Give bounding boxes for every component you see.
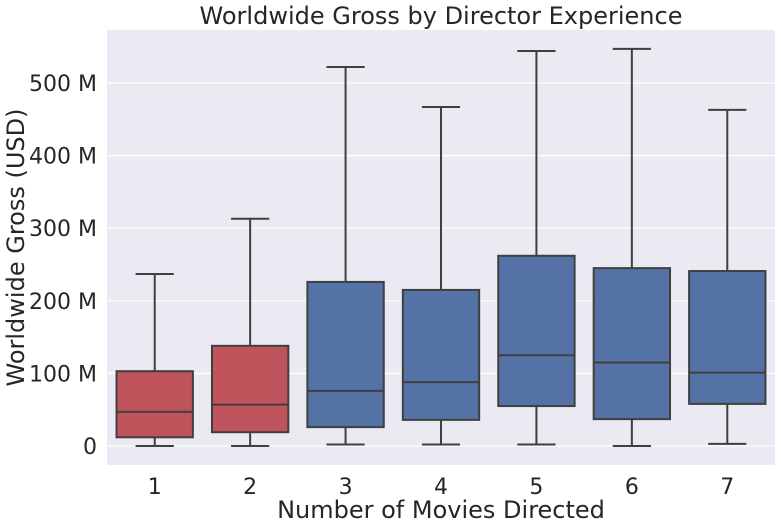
box-3: [306, 66, 385, 446]
y-tick-label: 100 M: [29, 362, 97, 387]
y-tick-labels: 0 100 M 200 M 300 M 400 M 500 M: [29, 72, 97, 460]
box-iqr: [497, 254, 576, 408]
boxes: [115, 47, 767, 447]
y-axis-label: Worldwide Gross (USD): [2, 109, 30, 387]
box-iqr: [210, 344, 290, 434]
x-tick-label: 6: [625, 475, 639, 500]
x-tick-label: 4: [434, 475, 448, 500]
y-tick-label: 0: [83, 435, 97, 460]
box-5: [497, 50, 576, 446]
x-tick-label: 7: [720, 475, 734, 500]
y-tick-label: 500 M: [29, 72, 97, 97]
box-2: [210, 217, 290, 447]
box-iqr: [401, 288, 481, 421]
box-iqr: [592, 267, 672, 421]
x-tick-label: 2: [243, 475, 257, 500]
box-iqr: [688, 270, 767, 405]
x-tick-labels: 1 2 3 4 5 6 7: [148, 475, 735, 500]
chart-title: Worldwide Gross by Director Experience: [200, 2, 683, 30]
y-tick-label: 300 M: [29, 217, 97, 242]
box-1: [115, 272, 194, 447]
box-6: [592, 47, 672, 447]
x-tick-label: 3: [339, 475, 353, 500]
x-tick-label: 5: [529, 475, 543, 500]
box-4: [401, 105, 481, 446]
y-tick-label: 400 M: [29, 145, 97, 170]
box-iqr: [115, 370, 194, 439]
x-axis-label: Number of Movies Directed: [277, 496, 605, 524]
box-7: [688, 108, 767, 445]
box-iqr: [306, 280, 385, 429]
y-tick-label: 200 M: [29, 290, 97, 315]
x-tick-label: 1: [148, 475, 162, 500]
